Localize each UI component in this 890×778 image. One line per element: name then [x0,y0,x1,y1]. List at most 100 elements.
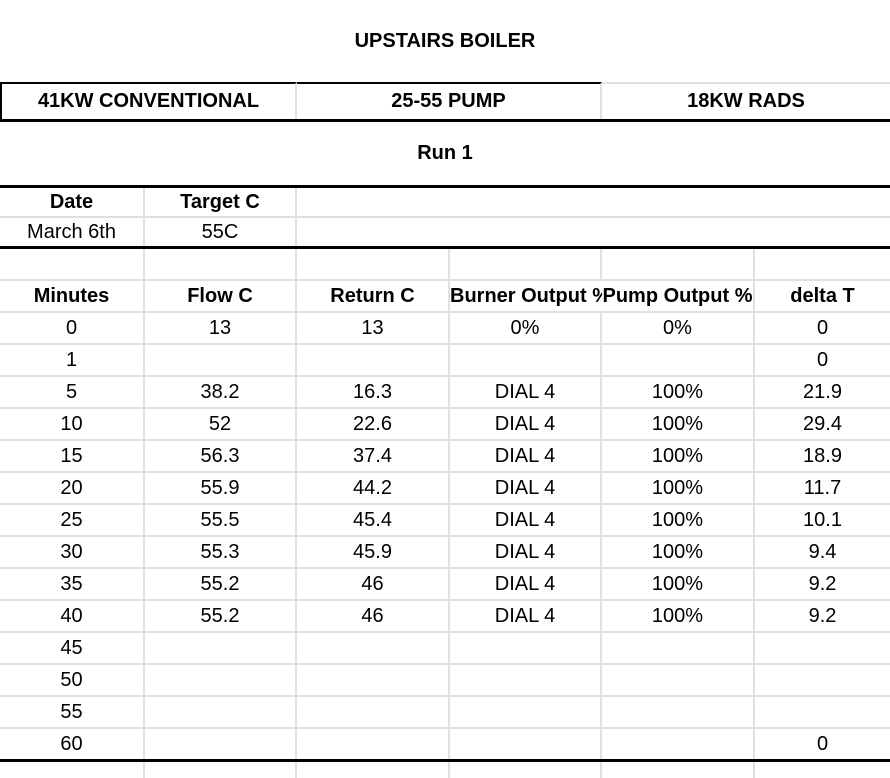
cell[interactable] [602,665,755,695]
column-header-return-c[interactable]: Return C [297,281,450,311]
target-value-cell[interactable]: 55C [145,218,297,246]
cell[interactable]: 22.6 [297,409,450,439]
cell[interactable]: 1 [0,345,145,375]
cell[interactable]: 10 [0,409,145,439]
cell[interactable]: DIAL 4 [450,601,602,631]
cell[interactable]: 100% [602,441,755,471]
cell[interactable]: 0% [602,313,755,343]
cell[interactable]: 56.3 [145,441,297,471]
cell[interactable]: 13 [297,313,450,343]
cell[interactable]: 0 [816,317,829,339]
cell[interactable] [145,697,297,727]
target-header-cell[interactable]: Target C [145,188,297,216]
cell[interactable]: 15 [0,441,145,471]
cell[interactable] [145,345,297,375]
empty-cell[interactable] [297,762,450,778]
cell[interactable]: 45 [0,633,145,663]
cell[interactable] [755,665,890,695]
cell[interactable]: DIAL 4 [450,537,602,567]
cell[interactable]: 46 [297,569,450,599]
cell[interactable] [297,665,450,695]
cell[interactable]: 10.1 [803,509,842,531]
cell[interactable] [450,729,602,759]
column-header-pump-output[interactable]: Pump Output % [602,281,755,311]
cell[interactable]: 9.4 [808,541,837,563]
cell[interactable]: DIAL 4 [450,505,602,535]
sheet-title[interactable]: UPSTAIRS BOILER [354,30,536,52]
empty-cell[interactable] [602,762,755,778]
boiler-spec-cell[interactable]: 41KW CONVENTIONAL [0,82,297,119]
cell[interactable]: 37.4 [297,441,450,471]
cell[interactable]: 100% [602,569,755,599]
cell[interactable]: DIAL 4 [450,473,602,503]
date-value-cell[interactable]: March 6th [0,218,145,246]
cell[interactable]: 0% [450,313,602,343]
cell[interactable]: 40 [0,601,145,631]
pump-spec-cell[interactable]: 25-55 PUMP [297,82,602,119]
cell[interactable]: 21.9 [803,381,842,403]
empty-cell[interactable] [602,249,755,279]
cell[interactable]: 9.2 [808,573,837,595]
cell[interactable] [755,633,890,663]
cell[interactable]: 50 [0,665,145,695]
cell[interactable]: 100% [602,409,755,439]
cell[interactable]: 0 [0,313,145,343]
empty-cell[interactable] [450,762,602,778]
empty-cell[interactable] [755,249,890,279]
cell[interactable]: 0 [816,733,829,755]
cell[interactable]: DIAL 4 [450,377,602,407]
cell[interactable]: 11.7 [803,477,842,499]
empty-cell[interactable] [297,218,890,246]
empty-cell[interactable] [0,249,145,279]
cell[interactable]: 30 [0,537,145,567]
cell[interactable] [450,665,602,695]
date-header-cell[interactable]: Date [0,188,145,216]
cell[interactable] [450,633,602,663]
cell[interactable] [297,345,450,375]
cell[interactable] [602,729,755,759]
cell[interactable]: 55.3 [145,537,297,567]
cell[interactable] [450,697,602,727]
cell[interactable]: DIAL 4 [450,569,602,599]
cell[interactable]: 44.2 [297,473,450,503]
cell[interactable]: 9.2 [808,605,837,627]
column-header-burner-output[interactable]: Burner Output % [450,285,602,307]
run-label[interactable]: Run 1 [417,142,473,164]
cell[interactable] [297,697,450,727]
cell[interactable] [297,633,450,663]
cell[interactable]: 100% [602,537,755,567]
empty-cell[interactable] [297,188,890,216]
cell[interactable]: 38.2 [145,377,297,407]
empty-cell[interactable] [145,249,297,279]
cell[interactable]: 20 [0,473,145,503]
cell[interactable]: 100% [602,473,755,503]
column-header-delta-t[interactable]: delta T [790,285,855,307]
cell[interactable]: DIAL 4 [450,441,602,471]
cell[interactable]: 25 [0,505,145,535]
cell[interactable]: 18.9 [803,445,842,467]
cell[interactable] [145,665,297,695]
column-header-minutes[interactable]: Minutes [0,281,145,311]
cell[interactable]: 100% [602,377,755,407]
column-header-flow-c[interactable]: Flow C [145,281,297,311]
cell[interactable]: 16.3 [297,377,450,407]
cell[interactable] [145,633,297,663]
empty-cell[interactable] [450,249,602,279]
cell[interactable]: 55.2 [145,601,297,631]
empty-cell[interactable] [755,762,890,778]
cell[interactable]: 55.9 [145,473,297,503]
cell[interactable]: 5 [0,377,145,407]
rads-spec-cell[interactable]: 18KW RADS [602,82,890,119]
cell[interactable]: 100% [602,505,755,535]
cell[interactable]: 13 [145,313,297,343]
cell[interactable]: 55 [0,697,145,727]
cell[interactable]: 45.9 [297,537,450,567]
empty-cell[interactable] [297,249,450,279]
empty-cell[interactable] [145,762,297,778]
cell[interactable] [602,345,755,375]
cell[interactable]: 45.4 [297,505,450,535]
cell[interactable]: 55.2 [145,569,297,599]
cell[interactable] [602,697,755,727]
cell[interactable]: 60 [0,729,145,759]
cell[interactable]: 100% [602,601,755,631]
